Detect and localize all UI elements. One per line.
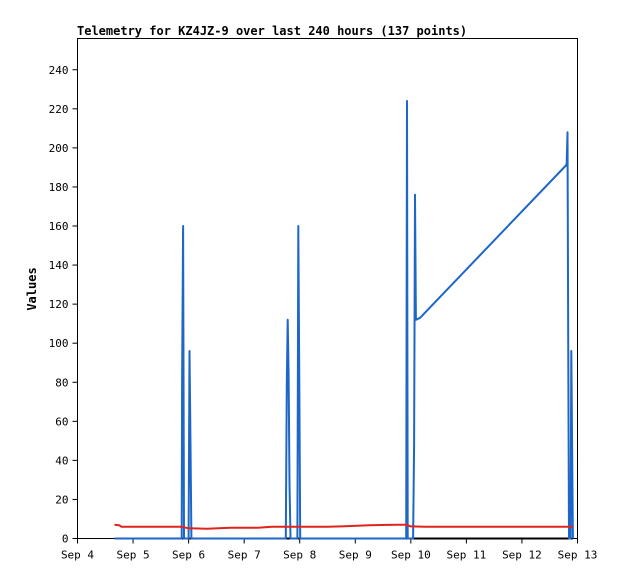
x-tick-label: Sep 6 bbox=[172, 549, 205, 562]
x-tick-label: Sep 13 bbox=[558, 549, 598, 562]
series-line-3 bbox=[114, 523, 573, 530]
x-tick-label: Sep 9 bbox=[339, 549, 372, 562]
y-tick-label: 120 bbox=[49, 298, 69, 311]
y-tick-label: 100 bbox=[49, 337, 69, 350]
y-tick-label: 40 bbox=[55, 454, 68, 467]
x-tick-label: Sep 5 bbox=[116, 549, 149, 562]
y-tick-label: 180 bbox=[49, 181, 69, 194]
y-tick-label: 0 bbox=[62, 533, 69, 546]
x-tick-label: Sep 8 bbox=[283, 549, 316, 562]
x-tick-label: Sep 7 bbox=[228, 549, 261, 562]
y-axis-label: Values bbox=[25, 267, 39, 310]
y-tick-label: 240 bbox=[49, 64, 69, 77]
y-axis-ticks: 0 20 40 60 80 100 120 140 160 180 200 220 240 bbox=[49, 64, 78, 546]
y-tick-label: 80 bbox=[55, 376, 68, 389]
x-axis-ticks: Sep 4 Sep 5 Sep 6 Sep 7 Sep 8 Sep 9 Sep 10 Sep … bbox=[61, 538, 598, 562]
y-tick-label: 220 bbox=[49, 103, 69, 116]
y-tick-label: 20 bbox=[55, 493, 68, 506]
y-tick-label: 140 bbox=[49, 259, 69, 272]
series-line-2 bbox=[114, 100, 574, 540]
x-tick-label: Sep 11 bbox=[447, 549, 487, 562]
y-tick-label: 200 bbox=[49, 142, 69, 155]
y-tick-label: 160 bbox=[49, 220, 69, 233]
x-tick-label: Sep 10 bbox=[391, 549, 431, 562]
series-group bbox=[114, 100, 574, 540]
x-tick-label: Sep 4 bbox=[61, 549, 94, 562]
x-tick-label: Sep 12 bbox=[502, 549, 542, 562]
y-tick-label: 60 bbox=[55, 415, 68, 428]
chart-title: Telemetry for KZ4JZ-9 over last 240 hour… bbox=[77, 24, 467, 38]
